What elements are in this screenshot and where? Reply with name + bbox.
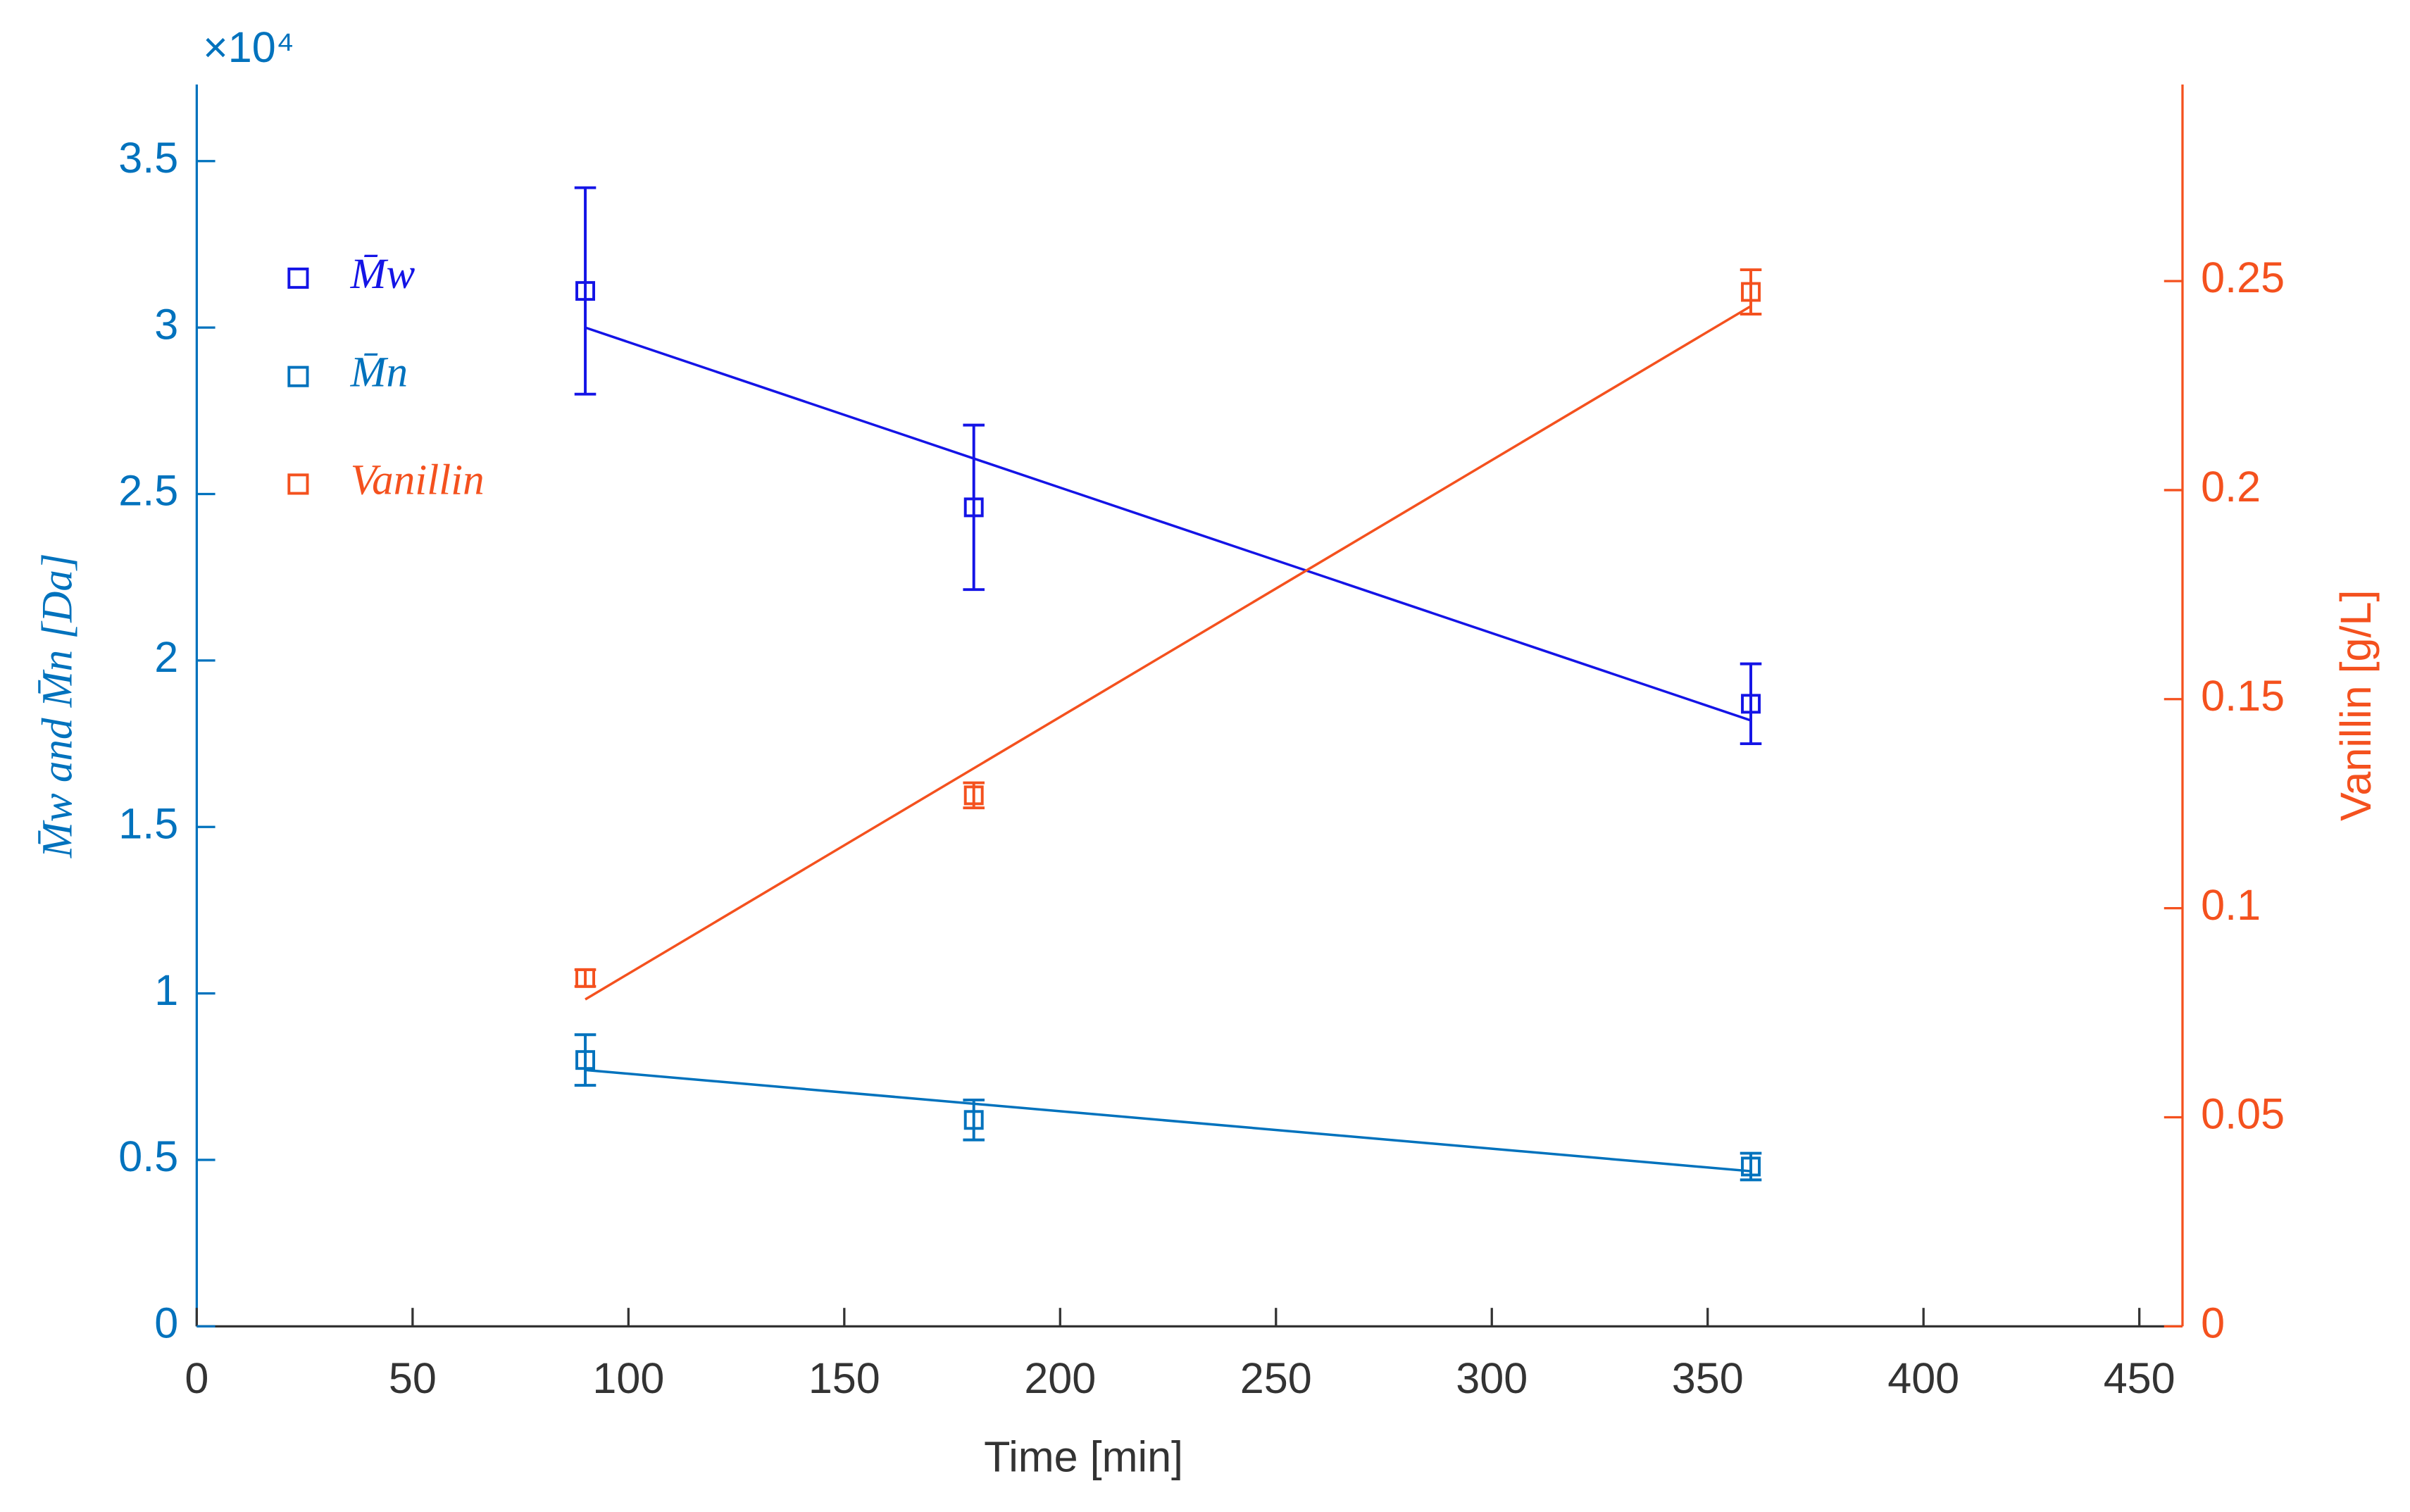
marker	[575, 281, 596, 301]
y-tick-label: 1.5	[118, 799, 178, 847]
marker	[963, 1110, 984, 1130]
legend-label: M̄n	[350, 349, 408, 396]
marker	[1741, 282, 1761, 302]
legend-marker	[287, 365, 309, 387]
y2-tick-label: 0.1	[2201, 881, 2261, 929]
y2-tick-label: 0.25	[2201, 254, 2285, 301]
error-bar	[1740, 268, 1762, 315]
fit-line	[585, 1068, 1752, 1173]
y-axis-label: M̄w and M̄n [Da]	[34, 553, 81, 858]
x-tick-label: 300	[1456, 1354, 1528, 1402]
y-tick-label: 1	[154, 966, 178, 1014]
y-tick-label: 2	[154, 633, 178, 681]
legend-label: M̄w	[350, 251, 416, 298]
y2-tick-label: 0	[2201, 1299, 2225, 1347]
error-bar	[574, 1033, 597, 1087]
y-tick-label: 0	[154, 1299, 178, 1347]
x-tick-label: 250	[1240, 1354, 1312, 1402]
x-tick-label: 400	[1887, 1354, 1959, 1402]
fit-line	[585, 305, 1752, 1001]
x-tick-label: 450	[2104, 1354, 2175, 1402]
marker	[575, 968, 596, 988]
legend-marker	[287, 473, 309, 495]
y-tick-label: 3.5	[118, 134, 178, 182]
error-bar	[963, 423, 985, 592]
y2-tick-label: 0.2	[2201, 463, 2261, 511]
y2-tick-label: 0.15	[2201, 672, 2285, 720]
y2-axis-label: Vanillin [g/L]	[2332, 590, 2380, 821]
x-axis-label: Time [min]	[984, 1432, 1183, 1480]
marker	[963, 785, 984, 806]
y2-tick-label: 0.05	[2201, 1090, 2285, 1138]
legend-marker	[287, 267, 309, 289]
y-tick-label: 2.5	[118, 467, 178, 515]
x-tick-label: 200	[1024, 1354, 1096, 1402]
fit-line	[585, 326, 1752, 722]
legend-label: Vanillin	[351, 456, 485, 504]
error-bar	[1740, 662, 1762, 746]
x-tick-label: 50	[389, 1354, 437, 1402]
marker	[963, 497, 984, 518]
marker	[1741, 694, 1761, 714]
y-tick-label: 0.5	[118, 1132, 178, 1180]
x-tick-label: 350	[1672, 1354, 1744, 1402]
marker	[575, 1050, 596, 1070]
x-tick-label: 150	[808, 1354, 880, 1402]
y-exponent: ×10⁴	[203, 23, 294, 71]
x-tick-label: 100	[592, 1354, 664, 1402]
error-bar	[963, 1098, 985, 1142]
marker	[1741, 1156, 1761, 1177]
y-tick-label: 3	[154, 300, 178, 348]
x-tick-label: 0	[185, 1354, 208, 1402]
error-bar	[574, 186, 597, 396]
